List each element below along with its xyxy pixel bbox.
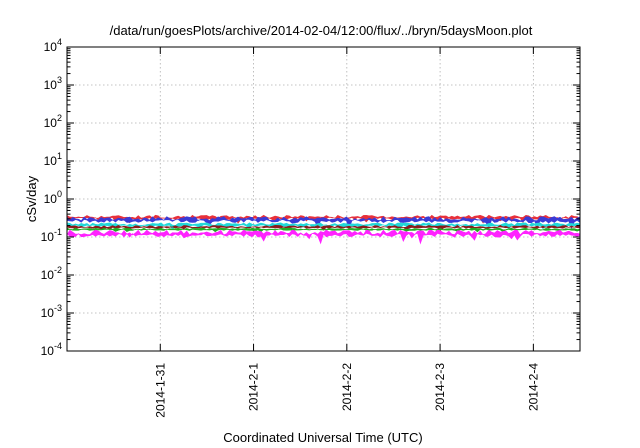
chart-title: /data/run/goesPlots/archive/2014-02-04/1… <box>110 23 533 38</box>
y-tick-label: 103 <box>44 75 62 92</box>
x-tick-label: 2014-2-2 <box>340 363 354 411</box>
series-group <box>66 214 581 245</box>
x-axis: 2014-1-31 2014-2-1 2014-2-2 2014-2-3 2014-2-… <box>153 47 540 418</box>
y-tick-label: 10-4 <box>41 341 62 358</box>
y-axis: 10-4 10-3 10-2 10-1 100 101 102 103 104 <box>41 37 580 358</box>
x-tick-label: 2014-2-1 <box>247 363 261 411</box>
y-tick-label: 10-2 <box>41 265 62 282</box>
y-tick-label: 102 <box>44 113 62 130</box>
x-axis-label: Coordinated Universal Time (UTC) <box>223 430 422 445</box>
y-tick-label: 100 <box>44 189 62 206</box>
y-tick-label: 101 <box>44 151 62 168</box>
grid-lines <box>67 47 580 351</box>
x-tick-label: 2014-2-3 <box>433 363 447 411</box>
x-tick-label: 2014-1-31 <box>153 363 167 418</box>
y-tick-label: 104 <box>44 37 62 54</box>
y-tick-label: 10-3 <box>41 303 62 320</box>
x-tick-label: 2014-2-4 <box>526 363 540 411</box>
y-axis-label: cSv/day <box>24 175 39 222</box>
y-tick-label: 10-1 <box>41 227 62 244</box>
